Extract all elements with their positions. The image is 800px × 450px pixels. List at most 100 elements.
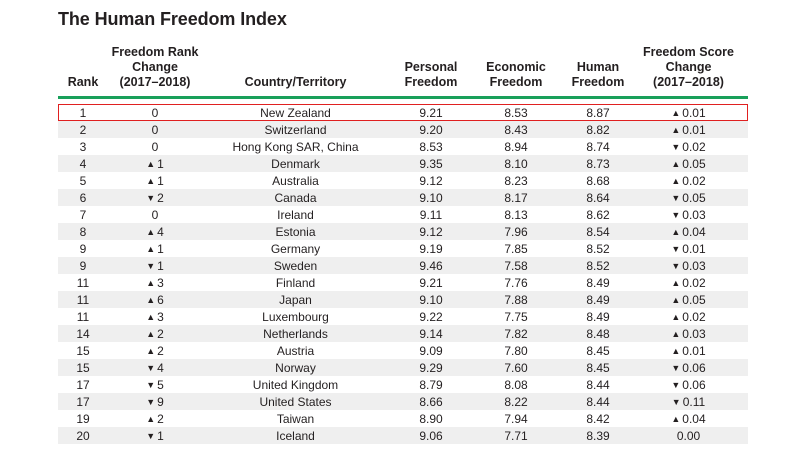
table-row: 15 ▼ 4 Norway 9.29 7.60 8.45 ▼ 0.06: [58, 359, 748, 376]
up-arrow-icon: ▲: [671, 294, 681, 305]
rank-cell: 20: [76, 428, 90, 443]
rank-change-cell-value: 0: [151, 139, 159, 154]
economic-freedom-cell: 8.53: [504, 105, 528, 120]
rank-cell: 15: [76, 360, 90, 375]
score-change-cell: ▼ 0.06: [641, 378, 736, 392]
table-row: 2 0 Switzerland 9.20 8.43 8.82 ▲ 0.01: [58, 121, 748, 138]
header-rank-change-line: (2017–2018): [119, 75, 191, 89]
economic-freedom-cell: 8.22: [504, 394, 528, 409]
country-cell: United Kingdom: [252, 377, 339, 392]
personal-freedom-cell: 9.12: [419, 224, 443, 239]
score-change-cell: ▲ 0.02: [641, 310, 736, 324]
economic-freedom-cell: 7.88: [504, 292, 528, 307]
rank-change-cell: ▼ 9: [110, 395, 200, 409]
personal-freedom-cell: 9.19: [419, 241, 443, 256]
score-change-cell: ▲ 0.01: [641, 344, 736, 358]
personal-freedom-cell: 9.35: [419, 156, 443, 171]
rank-change-cell-value: 2: [157, 343, 164, 358]
score-change-cell: ▼ 0.02: [641, 140, 736, 154]
table-row-highlighted: 1 0 New Zealand 9.21 8.53 8.87 ▲ 0.01: [58, 104, 748, 121]
economic-freedom-cell: 7.85: [504, 241, 528, 256]
human-freedom-cell: 8.74: [586, 139, 610, 154]
personal-freedom-cell: 8.79: [419, 377, 443, 392]
rank-cell: 11: [76, 292, 90, 307]
rank-change-cell-value: 6: [157, 292, 164, 307]
table-row: 19 ▲ 2 Taiwan 8.90 7.94 8.42 ▲ 0.04: [58, 410, 748, 427]
country-cell: Canada: [274, 190, 317, 205]
header-personal-line: Freedom: [404, 75, 458, 89]
score-change-cell-value: 0.02: [682, 275, 706, 290]
score-change-cell: ▲ 0.03: [641, 327, 736, 341]
up-arrow-icon: ▲: [146, 294, 156, 305]
economic-freedom-cell: 8.08: [504, 377, 528, 392]
rank-change-cell-value: 0: [151, 207, 159, 222]
economic-freedom-cell: 8.13: [504, 207, 528, 222]
rank-change-cell-value: 2: [157, 190, 164, 205]
rank-cell: 2: [79, 122, 87, 137]
score-change-cell: ▲ 0.02: [641, 174, 736, 188]
freedom-index-table: 1 0 New Zealand 9.21 8.53 8.87 ▲ 0.01 2 0 Switzerl…: [58, 104, 748, 444]
personal-freedom-cell: 9.14: [419, 326, 443, 341]
down-arrow-icon: ▼: [146, 260, 156, 271]
country-cell: Taiwan: [276, 411, 315, 426]
header-personal-line: Personal: [404, 60, 458, 74]
country-cell: Luxembourg: [262, 309, 329, 324]
country-cell: Japan: [279, 292, 312, 307]
score-change-cell-value: 0.05: [682, 292, 706, 307]
human-freedom-cell: 8.44: [586, 394, 610, 409]
rank-change-cell: ▲ 2: [110, 344, 200, 358]
rank-change-cell-value: 2: [157, 411, 164, 426]
up-arrow-icon: ▲: [671, 158, 681, 169]
rank-change-cell-value: 4: [157, 224, 164, 239]
rank-change-cell: ▼ 2: [110, 191, 200, 205]
score-change-cell-value: 0.02: [682, 139, 706, 154]
up-arrow-icon: ▲: [146, 311, 156, 322]
personal-freedom-cell: 9.06: [419, 428, 443, 443]
score-change-cell: ▲ 0.02: [641, 276, 736, 290]
rank-change-cell-value: 0: [151, 105, 159, 120]
rank-cell: 4: [79, 156, 87, 171]
down-arrow-icon: ▼: [671, 243, 681, 254]
table-row: 11 ▲ 3 Luxembourg 9.22 7.75 8.49 ▲ 0.02: [58, 308, 748, 325]
header-human-freedom: Human Freedom: [558, 40, 638, 90]
human-freedom-cell: 8.73: [586, 156, 610, 171]
up-arrow-icon: ▲: [671, 311, 681, 322]
country-cell: Ireland: [277, 207, 314, 222]
down-arrow-icon: ▼: [671, 209, 681, 220]
score-change-cell-value: 0.02: [682, 173, 706, 188]
economic-freedom-cell: 8.94: [504, 139, 528, 154]
rank-cell: 5: [79, 173, 87, 188]
down-arrow-icon: ▼: [671, 141, 681, 152]
human-freedom-cell: 8.45: [586, 360, 610, 375]
rank-cell: 11: [76, 309, 90, 324]
personal-freedom-cell: 9.29: [419, 360, 443, 375]
score-change-cell: 0.00: [641, 429, 736, 443]
down-arrow-icon: ▼: [146, 379, 156, 390]
personal-freedom-cell: 9.11: [419, 207, 443, 222]
economic-freedom-cell: 7.80: [504, 343, 528, 358]
rank-change-cell-value: 1: [157, 258, 164, 273]
economic-freedom-cell: 7.96: [504, 224, 528, 239]
human-freedom-cell: 8.54: [586, 224, 610, 239]
country-cell: Austria: [276, 343, 315, 358]
up-arrow-icon: ▲: [671, 175, 681, 186]
header-score-change-line: Change: [665, 60, 712, 74]
rank-change-cell-value: 1: [157, 173, 164, 188]
human-freedom-cell: 8.52: [586, 258, 610, 273]
header-rank-line: Rank: [67, 75, 99, 89]
score-change-cell-value: 0.04: [682, 224, 706, 239]
economic-freedom-cell: 8.17: [504, 190, 528, 205]
human-freedom-cell: 8.87: [586, 105, 610, 120]
economic-freedom-cell: 7.58: [504, 258, 528, 273]
rank-change-cell: ▼ 5: [110, 378, 200, 392]
table-row: 20 ▼ 1 Iceland 9.06 7.71 8.39 0.00: [58, 427, 748, 444]
economic-freedom-cell: 7.71: [504, 428, 528, 443]
score-change-cell: ▼ 0.05: [641, 191, 736, 205]
rank-change-cell-value: 1: [157, 428, 164, 443]
rank-cell: 9: [79, 241, 87, 256]
economic-freedom-cell: 7.60: [504, 360, 528, 375]
header-economic-line: Economic: [486, 60, 546, 74]
down-arrow-icon: ▼: [671, 396, 681, 407]
rank-change-cell: ▼ 1: [110, 429, 200, 443]
personal-freedom-cell: 9.09: [419, 343, 443, 358]
